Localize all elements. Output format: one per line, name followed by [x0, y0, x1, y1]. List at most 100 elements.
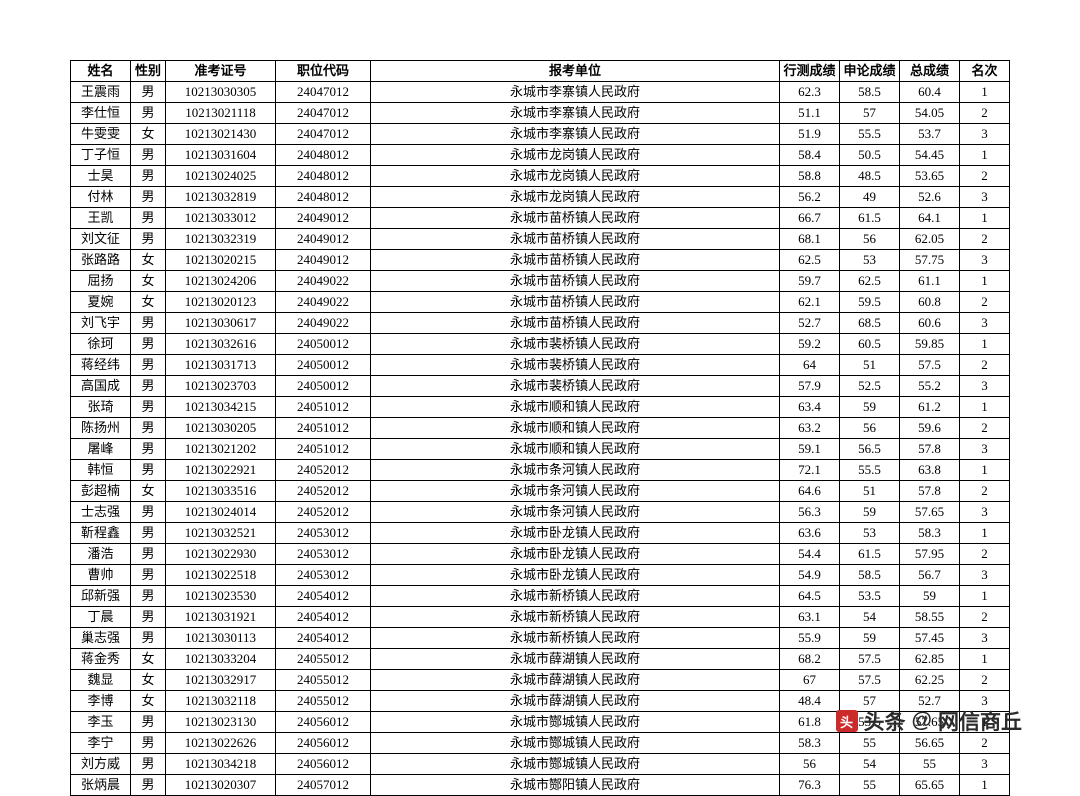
table-row: 张炳晨男1021302030724057012永城市酂阳镇人民政府76.3556…	[71, 775, 1010, 796]
cell-gender: 男	[131, 439, 166, 460]
cell-examno: 10213032819	[166, 187, 276, 208]
cell-gender: 女	[131, 691, 166, 712]
table-row: 曹帅男1021302251824053012永城市卧龙镇人民政府54.958.5…	[71, 565, 1010, 586]
cell-score2: 59	[840, 502, 900, 523]
cell-score1: 52.7	[780, 313, 840, 334]
cell-unit: 永城市李寨镇人民政府	[371, 103, 780, 124]
table-row: 王凯男1021303301224049012永城市苗桥镇人民政府66.761.5…	[71, 208, 1010, 229]
cell-examno: 10213023703	[166, 376, 276, 397]
cell-score1: 58.8	[780, 166, 840, 187]
cell-score2: 55	[840, 775, 900, 796]
cell-total: 65.65	[900, 775, 960, 796]
cell-name: 邱新强	[71, 586, 131, 607]
cell-unit: 永城市薛湖镇人民政府	[371, 670, 780, 691]
cell-score2: 58.5	[840, 82, 900, 103]
cell-total: 62.25	[900, 670, 960, 691]
cell-unit: 永城市苗桥镇人民政府	[371, 250, 780, 271]
cell-unit: 永城市李寨镇人民政府	[371, 82, 780, 103]
cell-examno: 10213030305	[166, 82, 276, 103]
cell-rank: 2	[960, 481, 1010, 502]
cell-gender: 男	[131, 355, 166, 376]
cell-name: 王凯	[71, 208, 131, 229]
cell-examno: 10213020123	[166, 292, 276, 313]
cell-name: 丁子恒	[71, 145, 131, 166]
cell-gender: 男	[131, 607, 166, 628]
cell-name: 潘浩	[71, 544, 131, 565]
cell-name: 付林	[71, 187, 131, 208]
cell-examno: 10213021118	[166, 103, 276, 124]
cell-score2: 51	[840, 355, 900, 376]
cell-unit: 永城市条河镇人民政府	[371, 502, 780, 523]
cell-rank: 2	[960, 607, 1010, 628]
cell-score1: 76.3	[780, 775, 840, 796]
cell-name: 刘方威	[71, 754, 131, 775]
cell-examno: 10213030113	[166, 628, 276, 649]
cell-name: 韩恒	[71, 460, 131, 481]
cell-score2: 55.5	[840, 124, 900, 145]
cell-gender: 男	[131, 712, 166, 733]
cell-unit: 永城市酂城镇人民政府	[371, 733, 780, 754]
watermark-at: @	[912, 709, 932, 733]
cell-examno: 10213022930	[166, 544, 276, 565]
cell-examno: 10213032917	[166, 670, 276, 691]
cell-name: 高国成	[71, 376, 131, 397]
cell-gender: 男	[131, 502, 166, 523]
cell-gender: 男	[131, 544, 166, 565]
watermark-name: 网信商丘	[938, 706, 1022, 736]
watermark-icon: 头	[836, 710, 858, 732]
cell-rank: 1	[960, 271, 1010, 292]
cell-score2: 56	[840, 229, 900, 250]
cell-examno: 10213021202	[166, 439, 276, 460]
header-total: 总成绩	[900, 61, 960, 82]
cell-score1: 51.1	[780, 103, 840, 124]
table-row: 高国成男1021302370324050012永城市裴桥镇人民政府57.952.…	[71, 376, 1010, 397]
cell-score1: 64.5	[780, 586, 840, 607]
cell-rank: 3	[960, 313, 1010, 334]
cell-total: 55	[900, 754, 960, 775]
cell-unit: 永城市新桥镇人民政府	[371, 607, 780, 628]
cell-examno: 10213021430	[166, 124, 276, 145]
cell-name: 李玉	[71, 712, 131, 733]
cell-score2: 54	[840, 607, 900, 628]
cell-score1: 68.2	[780, 649, 840, 670]
cell-total: 54.05	[900, 103, 960, 124]
cell-examno: 10213034218	[166, 754, 276, 775]
table-row: 潘浩男1021302293024053012永城市卧龙镇人民政府54.461.5…	[71, 544, 1010, 565]
cell-total: 57.45	[900, 628, 960, 649]
table-row: 靳程鑫男1021303252124053012永城市卧龙镇人民政府63.6535…	[71, 523, 1010, 544]
cell-unit: 永城市李寨镇人民政府	[371, 124, 780, 145]
cell-poscode: 24055012	[276, 649, 371, 670]
cell-name: 蒋经纬	[71, 355, 131, 376]
cell-total: 57.65	[900, 502, 960, 523]
cell-unit: 永城市裴桥镇人民政府	[371, 334, 780, 355]
cell-unit: 永城市顺和镇人民政府	[371, 439, 780, 460]
cell-name: 李仕恒	[71, 103, 131, 124]
cell-total: 59	[900, 586, 960, 607]
cell-examno: 10213020215	[166, 250, 276, 271]
cell-rank: 2	[960, 103, 1010, 124]
cell-score1: 58.3	[780, 733, 840, 754]
cell-gender: 男	[131, 166, 166, 187]
cell-poscode: 24056012	[276, 754, 371, 775]
cell-total: 58.3	[900, 523, 960, 544]
cell-score1: 63.2	[780, 418, 840, 439]
table-row: 张路路女1021302021524049012永城市苗桥镇人民政府62.5535…	[71, 250, 1010, 271]
cell-score1: 62.1	[780, 292, 840, 313]
cell-score1: 56.2	[780, 187, 840, 208]
cell-gender: 男	[131, 775, 166, 796]
cell-score2: 68.5	[840, 313, 900, 334]
cell-examno: 10213023530	[166, 586, 276, 607]
cell-name: 王震雨	[71, 82, 131, 103]
cell-total: 57.75	[900, 250, 960, 271]
header-gender: 性别	[131, 61, 166, 82]
table-row: 李仕恒男1021302111824047012永城市李寨镇人民政府51.1575…	[71, 103, 1010, 124]
cell-poscode: 24052012	[276, 460, 371, 481]
cell-gender: 女	[131, 124, 166, 145]
cell-unit: 永城市条河镇人民政府	[371, 460, 780, 481]
cell-poscode: 24049022	[276, 313, 371, 334]
table-row: 夏婉女1021302012324049022永城市苗桥镇人民政府62.159.5…	[71, 292, 1010, 313]
cell-score2: 59	[840, 397, 900, 418]
cell-score1: 54.4	[780, 544, 840, 565]
exam-results-table: 姓名 性别 准考证号 职位代码 报考单位 行测成绩 申论成绩 总成绩 名次 王震…	[70, 60, 1010, 796]
cell-score2: 58.5	[840, 565, 900, 586]
